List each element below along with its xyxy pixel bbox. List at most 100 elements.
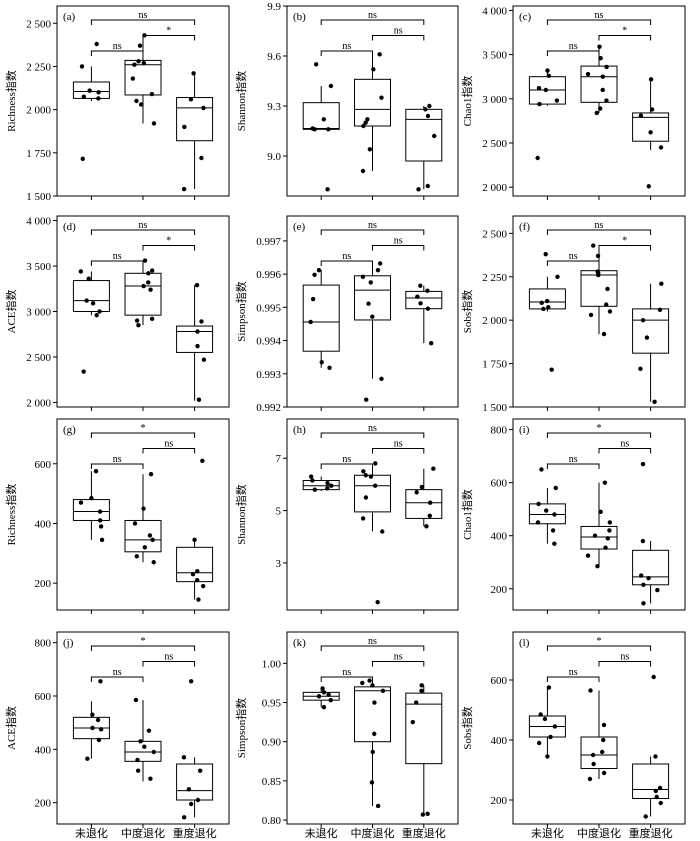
- data-point: [196, 397, 202, 402]
- box-中度退化: [354, 261, 391, 402]
- significance-bracket: *: [546, 636, 652, 651]
- data-point: [135, 768, 141, 773]
- y-tick-label: 1.00: [262, 658, 282, 670]
- bracket-line: [142, 448, 196, 454]
- y-axis-title: Simpson指数: [234, 281, 248, 342]
- y-tick-label: 4 000: [26, 216, 51, 228]
- significance-label: ns: [368, 636, 377, 647]
- y-tick-label: 200: [491, 584, 508, 596]
- panel-i: 200 400 600 800 Chao1指数 (i) * ns ns: [460, 418, 686, 614]
- iqr-box: [176, 97, 214, 142]
- data-point: [415, 294, 420, 299]
- significance-bracket: ns: [372, 236, 425, 251]
- box-重度退化: [176, 71, 214, 192]
- data-point: [138, 102, 144, 107]
- significance-bracket: ns: [546, 667, 600, 682]
- data-point: [600, 87, 605, 93]
- iqr-box: [302, 479, 340, 491]
- y-axis-title: Shannon指数: [234, 484, 248, 545]
- data-point: [592, 533, 598, 538]
- data-point: [94, 312, 99, 318]
- y-axis-title: ACE指数: [4, 706, 18, 750]
- data-point: [86, 276, 91, 281]
- data-point: [553, 485, 558, 491]
- data-point: [364, 397, 369, 402]
- box-未退化: [528, 467, 566, 546]
- y-axis-title: Chao1指数: [460, 489, 474, 540]
- data-point: [638, 113, 644, 118]
- data-point: [194, 282, 200, 288]
- data-point: [95, 717, 101, 723]
- significance-label: ns: [139, 10, 148, 21]
- significance-label: ns: [620, 439, 629, 450]
- y-tick-label: 3 000: [482, 94, 507, 106]
- data-point: [604, 302, 609, 307]
- data-point: [652, 399, 657, 404]
- data-point: [94, 41, 99, 47]
- bracket-line: [90, 19, 196, 25]
- data-point: [588, 312, 594, 318]
- data-point: [188, 679, 194, 684]
- data-point: [200, 583, 206, 589]
- significance-bracket: ns: [90, 41, 144, 56]
- significance-label: ns: [164, 652, 173, 663]
- significance-label: *: [141, 636, 146, 647]
- significance-label: ns: [569, 454, 578, 465]
- data-point: [150, 537, 155, 543]
- iqr-box: [405, 692, 443, 765]
- data-point: [370, 749, 375, 755]
- data-point: [370, 314, 375, 319]
- y-axis-title: Sobs指数: [460, 706, 474, 749]
- box-重度退化: [176, 282, 214, 402]
- bracket-line: [320, 676, 373, 682]
- box-重度退化: [632, 77, 670, 189]
- bracket-line: [90, 432, 196, 438]
- bracket-line: [372, 661, 425, 667]
- data-point: [425, 113, 431, 119]
- box-中度退化: [580, 44, 618, 116]
- significance-label: ns: [342, 454, 351, 465]
- data-point: [416, 187, 421, 192]
- panel-f: 1 500 1 750 2 000 2 250 2 500 Sobs指数 (f) ns ns *: [460, 215, 686, 414]
- data-point: [535, 155, 540, 161]
- data-point: [414, 490, 419, 495]
- significance-label: *: [141, 423, 146, 434]
- data-point: [419, 484, 425, 490]
- panel-a: 1 500 1 750 2 000 2 250 2 500 Richness指数 (a) ns…: [4, 5, 230, 203]
- data-point: [199, 319, 204, 324]
- significance-label: *: [597, 423, 602, 434]
- y-tick-label: 2 500: [26, 352, 51, 364]
- data-point: [312, 272, 317, 277]
- y-tick-label: 3 500: [482, 50, 507, 62]
- bracket-line: [320, 260, 373, 266]
- data-point: [544, 298, 550, 304]
- data-point: [148, 472, 154, 477]
- data-point: [134, 98, 139, 104]
- data-point: [419, 683, 424, 688]
- data-point: [151, 560, 156, 565]
- y-tick-label: 600: [491, 478, 508, 490]
- box-重度退化: [632, 674, 670, 819]
- data-point: [90, 725, 95, 731]
- y-tick-label: 1 500: [482, 402, 507, 414]
- panel-label: (c): [519, 11, 532, 23]
- data-point: [367, 678, 372, 683]
- data-point: [380, 688, 386, 693]
- y-tick-label: 200: [35, 798, 52, 810]
- data-point: [188, 801, 194, 807]
- data-point: [199, 155, 204, 161]
- panel-label: (l): [519, 637, 530, 649]
- y-tick-label: 0.95: [262, 698, 282, 710]
- iqr-box: [580, 736, 618, 769]
- data-point: [78, 500, 84, 505]
- data-point: [375, 267, 381, 273]
- panel-label: (f): [519, 221, 530, 233]
- x-category-label: 中度退化: [351, 826, 395, 840]
- bracket-line: [546, 229, 652, 235]
- y-tick-label: 600: [491, 675, 508, 687]
- y-tick-label: 9.0: [267, 151, 281, 163]
- significance-bracket: *: [546, 423, 652, 438]
- significance-bracket: ns: [90, 454, 144, 469]
- bracket-line: [372, 448, 425, 454]
- data-point: [365, 117, 370, 122]
